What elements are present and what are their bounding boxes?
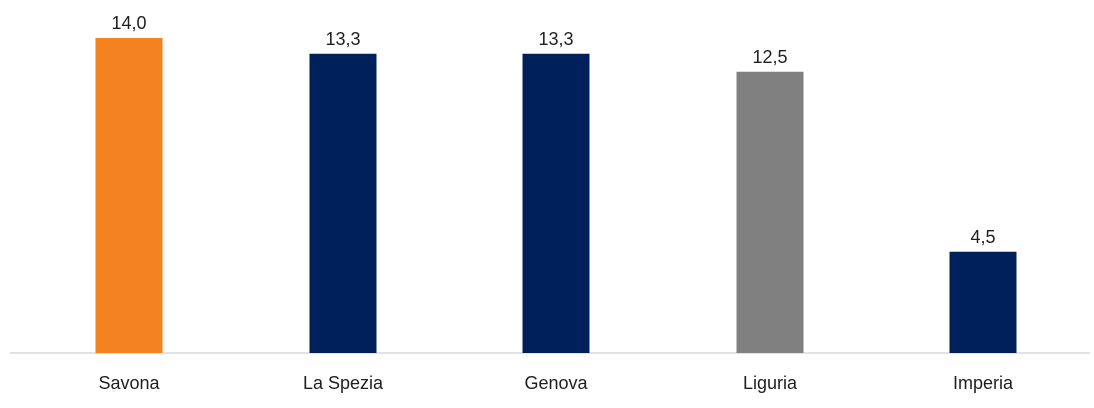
value-label-genova: 13,3 <box>538 29 573 49</box>
category-label-imperia: Imperia <box>953 373 1014 393</box>
category-label-liguria: Liguria <box>743 373 798 393</box>
value-label-liguria: 12,5 <box>752 47 787 67</box>
value-label-savona: 14,0 <box>111 13 146 33</box>
category-labels-layer: Savona La Spezia Genova Liguria Imperia <box>98 373 1014 393</box>
value-labels-layer: 14,0 13,3 13,3 12,5 4,5 <box>111 13 995 247</box>
value-label-imperia: 4,5 <box>970 227 995 247</box>
bar-savona <box>95 38 163 353</box>
value-label-la-spezia: 13,3 <box>325 29 360 49</box>
bar-imperia <box>949 251 1017 353</box>
bar-la-spezia <box>309 53 377 353</box>
bars-layer <box>95 38 1017 353</box>
bar-liguria <box>736 71 804 353</box>
bar-genova <box>522 53 590 353</box>
category-label-savona: Savona <box>98 373 160 393</box>
category-label-la-spezia: La Spezia <box>303 373 384 393</box>
category-label-genova: Genova <box>524 373 588 393</box>
